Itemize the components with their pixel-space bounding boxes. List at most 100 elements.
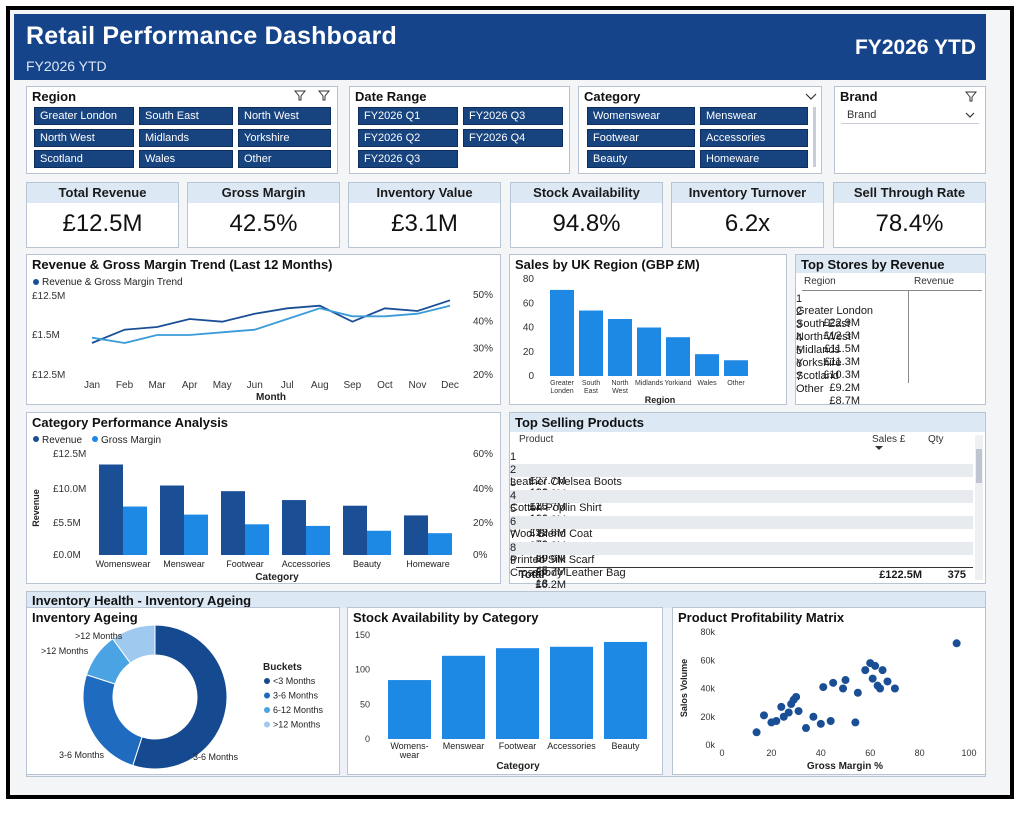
- x-tick-label: 20: [766, 748, 776, 758]
- chip-greater-london[interactable]: Greater London: [34, 107, 134, 125]
- chip-north-west[interactable]: North West: [238, 107, 331, 125]
- ageing-chart-title: Inventory Ageing: [32, 610, 138, 625]
- y-tick-label: 50: [360, 699, 370, 709]
- top-products-header-band: [510, 413, 985, 432]
- bar: [388, 680, 431, 739]
- table-row: 3 North West £11.5M: [796, 319, 987, 355]
- bar: [123, 506, 147, 555]
- top-products-rows: 1Women's Cashmere Jumper£27.7M1822Leathe…: [510, 451, 973, 603]
- rank-cell: 2: [796, 306, 803, 318]
- revenue-cell: £22.9M: [823, 317, 860, 329]
- filter-icon[interactable]: [293, 90, 333, 102]
- chip-womenswear[interactable]: Womenswear: [587, 107, 695, 125]
- bar: [579, 310, 603, 376]
- sales-cell: £15.7M: [529, 501, 566, 513]
- y-tick-label: 20k: [700, 712, 715, 722]
- legend-marker: [264, 678, 270, 684]
- x-tick-label: Menswear: [163, 559, 205, 569]
- rank-cell: 4: [510, 490, 517, 502]
- sales-cell: £27.7M: [529, 475, 566, 487]
- x-tick-label: Dec: [441, 380, 459, 391]
- chip-fy2026-q3-b[interactable]: FY2026 Q3: [358, 150, 458, 168]
- table-scrollbar[interactable]: [975, 435, 983, 580]
- kpi-label: Stock Availability: [511, 183, 662, 203]
- kpi-stock-availability: Stock Availability 94.8%: [510, 182, 663, 248]
- chip-midlands[interactable]: Midlands: [139, 129, 233, 147]
- top-stores-title: Top Stores by Revenue: [801, 257, 945, 272]
- rank-cell: 7: [796, 371, 803, 383]
- y-tick-label: 0: [365, 734, 370, 744]
- date-filter-title: Date Range: [355, 89, 427, 104]
- y-tick-label: 150: [355, 630, 370, 640]
- chip-beauty[interactable]: Beauty: [587, 150, 695, 168]
- store-name-cell: Midlands: [796, 344, 841, 356]
- bar: [496, 648, 539, 739]
- legend-marker: [33, 436, 39, 442]
- legend-title: Buckets: [263, 662, 302, 673]
- bar: [245, 524, 269, 555]
- y-tick-label: 60k: [700, 655, 715, 665]
- qty-cell: 99: [535, 526, 548, 538]
- scatter-point: [890, 684, 899, 693]
- chip-other[interactable]: Other: [238, 150, 331, 168]
- chip-south-east[interactable]: South East: [139, 107, 233, 125]
- chip-footwear[interactable]: Footwear: [587, 129, 695, 147]
- donut-slice: [132, 624, 228, 770]
- series-line-2: [91, 304, 451, 344]
- chip-fy2026-q2[interactable]: FY2026 Q2: [358, 129, 458, 147]
- kpi-value: £12.5M: [62, 210, 143, 237]
- divider: [516, 567, 973, 568]
- matrix-chart: 0k 20k 40k 60k 80k 0 20 40 60 80 100 Gross Margin %…: [679, 627, 977, 772]
- y-tick-label: 40k: [700, 684, 715, 694]
- scatter-point: [841, 676, 850, 685]
- rank-cell: 2: [510, 464, 517, 476]
- x-tick-label: 100: [961, 748, 976, 758]
- chip-accessories[interactable]: Accessories: [700, 129, 808, 147]
- chip-yorkshire[interactable]: Yorkshire: [238, 129, 331, 147]
- chip-scotland[interactable]: Scotland: [34, 150, 134, 168]
- brand-dropdown[interactable]: Brand: [841, 107, 979, 124]
- chip-fy2026-q3[interactable]: FY2026 Q3: [463, 107, 563, 125]
- y-tick-label: 30%: [473, 343, 493, 354]
- rank-cell: 1: [796, 293, 803, 305]
- qty-cell: 60: [535, 552, 548, 564]
- column-header-sales[interactable]: Sales £: [872, 434, 906, 445]
- y-tick-label: 0: [528, 371, 534, 382]
- scrollbar-thumb[interactable]: [976, 449, 982, 483]
- scatter-point: [777, 702, 786, 711]
- chip-menswear[interactable]: Menswear: [700, 107, 808, 125]
- rank-cell: 6: [796, 358, 803, 370]
- category-scrollbar[interactable]: [813, 107, 816, 167]
- ageing-chart-card: Inventory Ageing >12 Months >12 Months 3-6…: [26, 607, 340, 775]
- rank-cell: 8: [510, 542, 517, 554]
- chip-north-west-2[interactable]: North West: [34, 129, 134, 147]
- table-row: 5 Yorkshire £10.3M: [796, 345, 987, 381]
- x-tick-label: wear: [399, 750, 420, 760]
- chip-wales[interactable]: Wales: [139, 150, 233, 168]
- x-tick-label: Jan: [84, 380, 100, 391]
- qty-cell: 120: [529, 500, 548, 512]
- rank-cell: 7: [510, 529, 517, 541]
- table-row: 3Single-Breasted Blazer£15.7M100: [510, 477, 973, 525]
- kpi-value: 94.8%: [552, 210, 621, 237]
- y-axis-title: Salos Volume: [679, 659, 689, 717]
- product-name-cell: Cotton Poplin Shirt: [510, 502, 602, 514]
- qty-cell: 18: [535, 578, 548, 590]
- legend-label: Revenue & Gross Margin Trend: [42, 277, 183, 288]
- x-tick-label: Londen: [550, 388, 573, 395]
- x-tick-label: Beauty: [611, 741, 640, 751]
- filter-icon[interactable]: [965, 91, 977, 102]
- category-chart-card: Category Performance Analysis Revenue Gro…: [26, 412, 501, 584]
- y-tick-label: 60: [523, 298, 535, 309]
- chevron-down-icon[interactable]: [805, 93, 817, 101]
- chip-homeware[interactable]: Homeware: [700, 150, 808, 168]
- store-name-cell: Greater London: [796, 305, 874, 317]
- chip-fy2026-q4[interactable]: FY2026 Q4: [463, 129, 563, 147]
- y-tick-label: 60%: [473, 449, 493, 460]
- bar: [404, 515, 428, 555]
- bar: [428, 533, 452, 555]
- chip-fy2026-q1[interactable]: FY2026 Q1: [358, 107, 458, 125]
- scatter-point: [759, 711, 768, 720]
